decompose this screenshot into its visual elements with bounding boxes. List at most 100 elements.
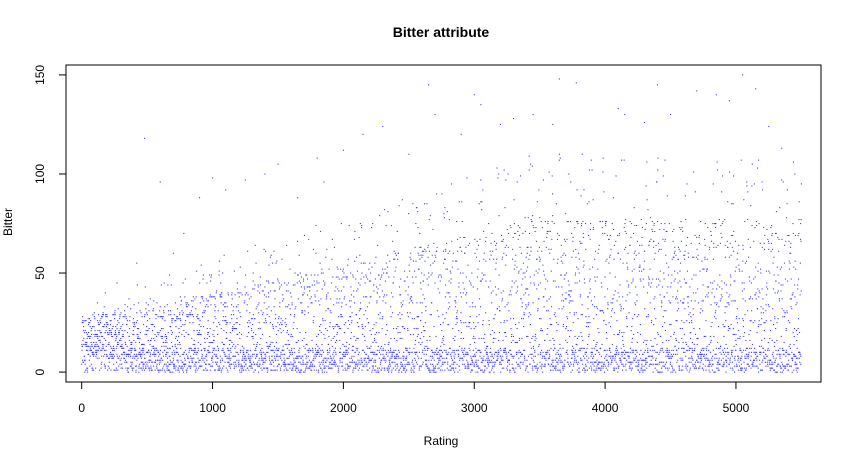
data-point — [349, 306, 351, 308]
data-point — [222, 347, 224, 349]
data-point — [196, 330, 198, 332]
data-point — [174, 302, 176, 304]
data-point — [172, 371, 174, 373]
data-point — [180, 367, 182, 369]
data-point — [512, 335, 514, 337]
data-point — [129, 349, 131, 351]
data-point — [452, 337, 454, 339]
data-point — [434, 114, 436, 116]
data-point — [605, 223, 607, 225]
data-point — [135, 353, 137, 355]
data-point — [611, 223, 613, 225]
data-point — [487, 363, 489, 365]
data-point — [612, 298, 614, 300]
data-point — [198, 359, 200, 361]
data-point — [294, 365, 296, 367]
data-point — [445, 250, 447, 252]
data-point — [380, 276, 382, 278]
data-point — [552, 193, 554, 195]
data-point — [309, 286, 311, 288]
data-point — [445, 248, 447, 250]
data-point — [533, 274, 535, 276]
data-point — [681, 357, 683, 359]
data-point — [341, 306, 343, 308]
data-point — [340, 351, 342, 353]
data-point — [715, 246, 717, 248]
data-point — [412, 363, 414, 365]
data-point — [559, 355, 561, 357]
data-point — [294, 361, 296, 363]
data-point — [134, 326, 136, 328]
data-point — [591, 367, 593, 369]
data-point — [319, 363, 321, 365]
data-point — [474, 341, 476, 343]
data-point — [493, 353, 495, 355]
data-point — [667, 286, 669, 288]
data-point — [87, 353, 89, 355]
data-point — [102, 347, 104, 349]
data-point — [503, 322, 505, 324]
data-point — [188, 351, 190, 353]
data-point — [576, 189, 578, 191]
data-point — [496, 242, 498, 244]
data-point — [250, 318, 252, 320]
data-point — [636, 294, 638, 296]
data-point — [630, 363, 632, 365]
data-point — [131, 349, 133, 351]
data-point — [319, 262, 321, 264]
data-point — [474, 306, 476, 308]
data-point — [613, 367, 615, 369]
data-point — [303, 286, 305, 288]
data-point — [250, 365, 252, 367]
data-point — [353, 355, 355, 357]
data-point — [533, 345, 535, 347]
data-point — [230, 351, 232, 353]
data-point — [638, 314, 640, 316]
data-point — [262, 314, 264, 316]
data-point — [673, 280, 675, 282]
data-point — [201, 365, 203, 367]
data-point — [630, 361, 632, 363]
data-point — [106, 353, 108, 355]
data-point — [720, 359, 722, 361]
data-point — [596, 276, 598, 278]
data-point — [398, 355, 400, 357]
data-point — [259, 284, 261, 286]
data-point — [227, 361, 229, 363]
data-point — [712, 355, 714, 357]
data-point — [124, 341, 126, 343]
data-point — [610, 326, 612, 328]
data-point — [459, 246, 461, 248]
data-point — [207, 306, 209, 308]
data-point — [309, 290, 311, 292]
data-point — [447, 252, 449, 254]
data-point — [666, 347, 668, 349]
data-point — [717, 284, 719, 286]
data-point — [669, 351, 671, 353]
data-point — [529, 341, 531, 343]
data-point — [96, 333, 98, 335]
data-point — [165, 355, 167, 357]
data-point — [467, 363, 469, 365]
data-point — [721, 288, 723, 290]
data-point — [555, 316, 557, 318]
data-point — [184, 357, 186, 359]
data-point — [395, 357, 397, 359]
data-point — [371, 227, 373, 229]
data-point — [277, 280, 279, 282]
data-point — [405, 290, 407, 292]
data-point — [144, 316, 146, 318]
data-point — [251, 355, 253, 357]
data-point — [436, 347, 438, 349]
data-point — [572, 240, 574, 242]
data-point — [412, 369, 414, 371]
data-point — [712, 363, 714, 365]
data-point — [620, 310, 622, 312]
data-point — [344, 276, 346, 278]
data-point — [485, 347, 487, 349]
data-point — [510, 341, 512, 343]
data-point — [84, 359, 86, 361]
data-point — [463, 337, 465, 339]
data-point — [197, 314, 199, 316]
data-point — [606, 258, 608, 260]
